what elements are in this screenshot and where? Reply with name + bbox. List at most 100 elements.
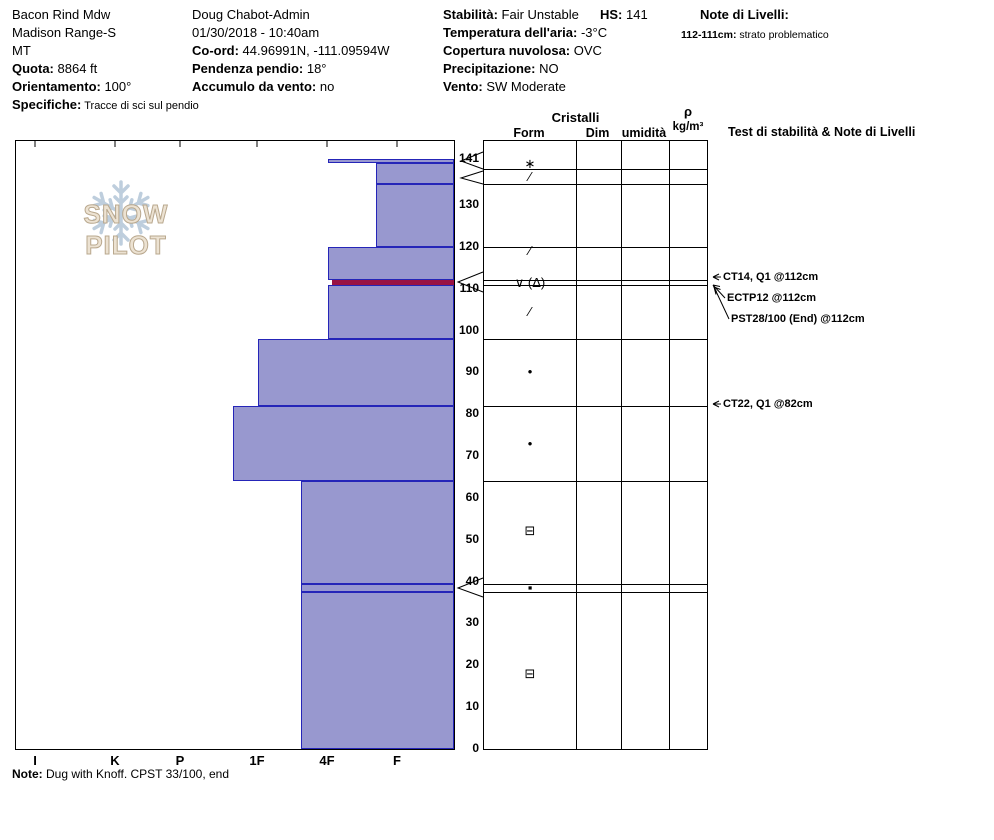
- snow-layer-82-64cm: [233, 405, 454, 482]
- crystal-form-136.6cm: ∕: [528, 169, 532, 185]
- coordinates-label: Co-ord:: [192, 43, 239, 58]
- depth-tick-90: 90: [465, 364, 479, 379]
- crystal-form-104.5cm: ∕: [528, 303, 532, 319]
- depth-tick-110: 110: [459, 280, 479, 295]
- column-divider-humidity-density: [669, 141, 670, 749]
- site-name: Bacon Rind Mdw: [12, 7, 111, 22]
- depth-tick-120: 120: [458, 238, 479, 253]
- slope-angle-line: Pendenza pendio: 18°: [192, 60, 390, 78]
- stability-line: Stabilità: Fair Unstable: [443, 6, 607, 24]
- depth-tick-40: 40: [465, 573, 479, 588]
- hardness-label-K: K: [110, 753, 120, 768]
- coordinates-line: Co-ord: 44.96991N, -111.09594W: [192, 42, 390, 60]
- column-divider-form-dim: [576, 141, 577, 749]
- stability-label: Stabilità:: [443, 7, 498, 22]
- snow-layer-112-111cm: [332, 280, 454, 285]
- sky-cover-line: Copertura nuvolosa: OVC: [443, 42, 607, 60]
- hardness-label-1F: 1F: [249, 753, 265, 768]
- crystal-form-52cm: ⊟: [524, 523, 536, 539]
- depth-tick-10: 10: [465, 699, 479, 714]
- depth-tick-50: 50: [465, 531, 479, 546]
- elevation-label: Quota:: [12, 61, 54, 76]
- layer-boundary-112cm: [484, 280, 707, 282]
- air-temp-line: Temperatura dell'aria: -3°C: [443, 24, 607, 42]
- depth-tick-100: 100: [458, 322, 479, 337]
- hardness-label-F: F: [393, 753, 401, 768]
- depth-tick-0: 0: [472, 741, 479, 755]
- sky-cover-label: Copertura nuvolosa:: [443, 43, 571, 58]
- aspect-line: Orientamento: 100°: [12, 78, 199, 96]
- layer-boundary-111cm: [484, 284, 707, 286]
- layer-boundary-120cm: [484, 246, 707, 248]
- coordinates-value: 44.96991N, -111.09594W: [238, 43, 390, 58]
- snow-height-line: HS: 141: [600, 6, 648, 24]
- column-header-dim: Dim: [585, 126, 610, 140]
- sky-cover-value: OVC: [570, 43, 602, 58]
- test-result-4: CT22, Q1 @82cm: [723, 397, 813, 410]
- air-temp-label: Temperatura dell'aria:: [443, 25, 578, 40]
- layer-note-text: strato problematico: [736, 29, 829, 41]
- snow-layer-98-82cm: [258, 338, 454, 406]
- crystal-form-90cm: •: [527, 364, 533, 380]
- precipitation-value: NO: [535, 61, 559, 76]
- crystal-form-139.8cm: ∗: [524, 156, 536, 172]
- hardness-profile-chart: SNOW PILOT: [15, 140, 455, 750]
- air-temp-value: -3°C: [577, 25, 608, 40]
- pit-note-text: Dug with Knoff. CPST 33/100, end: [42, 767, 230, 781]
- range-name: Madison Range-S: [12, 25, 117, 40]
- snow-height-value: 141: [622, 7, 648, 22]
- depth-tick-130: 130: [458, 197, 479, 212]
- snowflake-icon: [92, 180, 150, 246]
- layer-note-line: 112-111cm: strato problematico: [681, 25, 829, 43]
- specifics-line: Specifiche: Tracce di sci sul pendio: [12, 96, 199, 115]
- thin-layer-leader-top2: [459, 170, 484, 185]
- state-name: MT: [12, 43, 31, 58]
- logo-wordmark: SNOW PILOT: [83, 199, 169, 261]
- layer-boundary-82cm: [484, 405, 707, 407]
- header-observer-column: Doug Chabot-Admin 01/30/2018 - 10:40am C…: [192, 6, 390, 96]
- test-result-3: PST28/100 (End) @112cm: [731, 313, 865, 326]
- wind-value: SW Moderate: [482, 79, 566, 94]
- layer-boundary-98cm: [484, 338, 707, 340]
- snow-layer-37.5-0cm: [301, 592, 454, 749]
- snow-layer-64-39.5cm: [301, 481, 454, 584]
- layer-boundary-138.5cm: [484, 169, 707, 171]
- depth-tick-20: 20: [465, 657, 479, 672]
- pit-note-label: Note:: [12, 767, 43, 781]
- depth-tick-80: 80: [465, 406, 479, 421]
- snow-height-label: HS:: [600, 7, 623, 22]
- snow-layer-141-140cm: [328, 159, 454, 164]
- hardness-label-P: P: [175, 753, 185, 768]
- specifics-label: Specifiche:: [12, 97, 82, 112]
- pit-note-line: Note: Dug with Knoff. CPST 33/100, end: [12, 767, 229, 781]
- layer-note-range: 112-111cm:: [681, 29, 737, 41]
- layer-boundary-37.5cm: [484, 592, 707, 594]
- layer-boundary-64cm: [484, 481, 707, 483]
- depth-tick-141: 141: [458, 151, 479, 165]
- aspect-label: Orientamento:: [12, 79, 101, 94]
- crystal-form-119cm: ∕: [528, 243, 532, 259]
- hardness-label-I: I: [33, 753, 37, 768]
- elevation-value: 8864 ft: [53, 61, 98, 76]
- crystal-form-111.3cm: ∨ (Δ): [514, 275, 546, 291]
- observer-name: Doug Chabot-Admin: [192, 7, 310, 22]
- depth-tick-60: 60: [465, 489, 479, 504]
- wind-line: Vento: SW Moderate: [443, 78, 607, 96]
- snow-layer-140-135cm: [376, 163, 454, 185]
- crystal-data-table: ∗ ∕ ∕ ∨ (Δ) ∕ • • ⊟ ▪ ⊟: [483, 140, 708, 750]
- column-header-form: Form: [513, 126, 545, 140]
- test-result-1: CT14, Q1 @112cm: [723, 271, 819, 284]
- crystal-form-38.5cm: ▪: [527, 579, 533, 595]
- snow-layer-135-120cm: [376, 184, 454, 247]
- observation-datetime: 01/30/2018 - 10:40am: [192, 25, 320, 40]
- wind-label: Vento:: [443, 79, 483, 94]
- precipitation-label: Precipitazione:: [443, 61, 536, 76]
- crystal-section-title: Cristalli: [551, 110, 600, 125]
- elevation-line: Quota: 8864 ft: [12, 60, 199, 78]
- test-arrow-ct14: [712, 273, 721, 281]
- snowpilot-logo: SNOW PILOT: [41, 180, 211, 261]
- column-header-density-unit: kg/m³: [672, 121, 704, 133]
- layer-boundary-39.5cm: [484, 583, 707, 585]
- crystal-form-18cm: ⊟: [524, 665, 536, 681]
- slope-angle-value: 18°: [303, 61, 327, 76]
